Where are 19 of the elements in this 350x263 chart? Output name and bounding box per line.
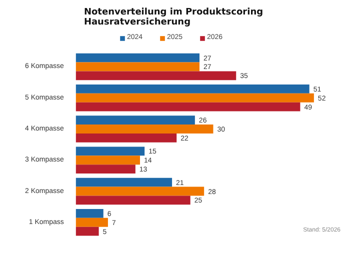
chart-title: Notenverteilung im Produktscoring Hausratversicherung xyxy=(84,8,264,28)
bar xyxy=(76,164,136,174)
bar xyxy=(76,62,200,72)
bar xyxy=(76,133,177,142)
bar xyxy=(76,84,310,94)
bar xyxy=(76,208,104,218)
bar xyxy=(76,146,145,156)
bar xyxy=(76,196,190,205)
bar xyxy=(76,186,204,196)
bar xyxy=(76,102,300,112)
bar xyxy=(76,226,99,236)
bar xyxy=(76,124,214,134)
bar xyxy=(76,53,200,62)
bar xyxy=(76,218,108,227)
bar xyxy=(76,178,172,187)
bar xyxy=(76,71,236,80)
bar xyxy=(76,93,314,102)
bar xyxy=(76,116,195,125)
bar xyxy=(76,156,140,165)
